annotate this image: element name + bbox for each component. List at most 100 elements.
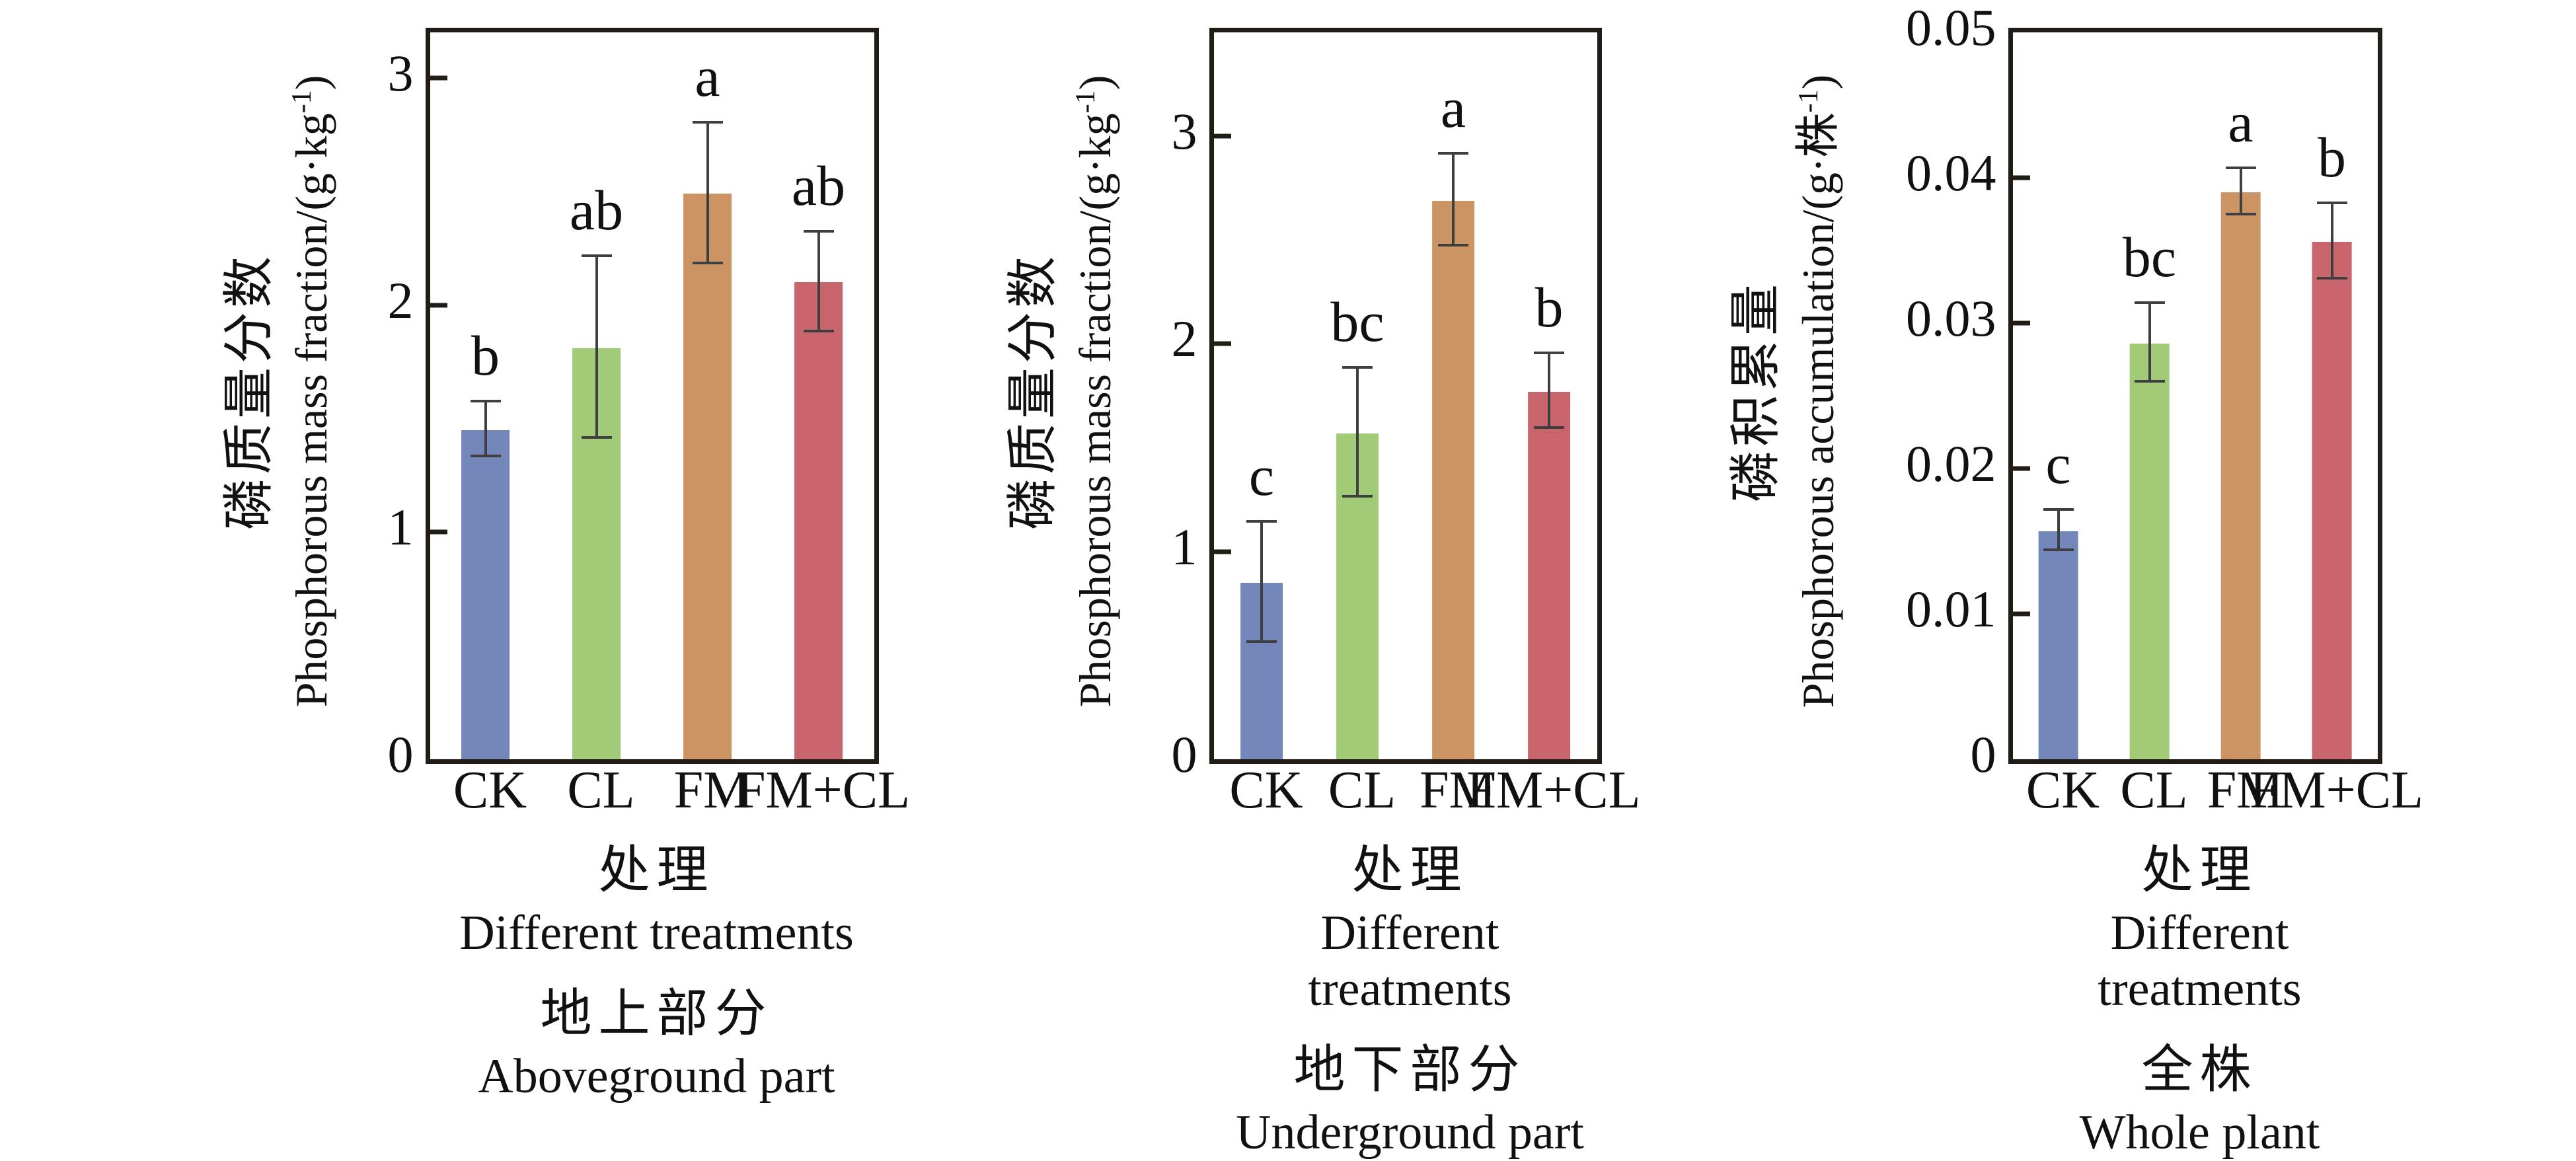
x-axis-tick-labels: CK CL FM FM+CL (435, 761, 910, 822)
error-bar-cap (2134, 380, 2165, 383)
plot-area: c bc a b (1209, 28, 1602, 764)
subplot-caption-en: Whole plant (2079, 1105, 2320, 1160)
y-axis-tick-labels: 0 0.01 0.02 0.03 0.04 0.05 (1866, 2, 2008, 780)
figure-three-bar-charts: 磷质量分数 Phosphorous mass fraction/(g·kg-1)… (194, 1, 2423, 1160)
y-axis-label-block: 磷质量分数 Phosphorous mass fraction/(g·kg-1) (194, 28, 360, 755)
subplot-caption-zh: 地下部分 (1293, 1041, 1527, 1099)
significance-letter: b (2318, 125, 2346, 189)
error-bar-cap (1534, 426, 1564, 430)
x-tick-label: CL (2120, 761, 2188, 819)
y-axis-label-zh: 磷质量分数 (1003, 252, 1061, 531)
bar-CK (461, 430, 510, 759)
subplot-caption-zh: 地上部分 (540, 985, 773, 1043)
y-tick-label: 0.01 (1906, 580, 1996, 638)
error-bar (1260, 522, 1263, 643)
error-bar (817, 232, 820, 332)
superscript-exponent: -1 (285, 90, 317, 114)
y-axis-label-en: Phosphorous mass fraction/(g·kg-1) (285, 75, 336, 708)
error-bar (1548, 354, 1550, 430)
significance-letter: bc (2122, 225, 2177, 289)
error-bar-cap (803, 329, 834, 332)
bar-FM+CL (2312, 241, 2352, 759)
x-tick-label: FM (1420, 761, 1496, 819)
error-bar-cap (1438, 152, 1468, 155)
significance-letter: ab (791, 153, 846, 217)
error-bar (2330, 204, 2333, 280)
y-tick-label: 2 (387, 271, 414, 329)
y-tick-label: 2 (1171, 310, 1197, 368)
x-tick-label: CL (567, 761, 635, 819)
x-axis-label-zh: 处理 (2141, 841, 2258, 899)
significance-letter: c (2045, 431, 2071, 496)
x-axis-tick-labels: CK CL FM FM+CL (1219, 761, 1640, 822)
error-bar-cap (1342, 366, 1373, 369)
below-axis-block: CK CL FM FM+CL 处理 Different treatments 地上部分… (435, 755, 910, 1105)
y-tick-label: 3 (387, 44, 414, 102)
error-bar-cap (581, 254, 612, 258)
significance-letter: a (695, 44, 720, 108)
y-tick-label: 0 (1970, 726, 1996, 783)
y-tick-mark (2012, 175, 2030, 180)
error-bar-cap (2043, 507, 2074, 511)
significance-letter: b (1534, 276, 1564, 340)
significance-letter: bc (1330, 290, 1384, 354)
x-axis-tick-labels: CK CL FM FM+CL (2018, 761, 2423, 822)
y-tick-mark (430, 529, 447, 535)
plot-area: b ab a ab (425, 28, 879, 764)
y-tick-mark (1213, 549, 1231, 554)
error-bar (706, 123, 709, 264)
significance-letter: a (1440, 76, 1466, 140)
y-axis-label-en: Phosphorous accumulation/(g·株-1) (1792, 74, 1843, 708)
bar-FM (2220, 192, 2261, 759)
significance-letter: ab (569, 178, 624, 243)
error-bar-cap (692, 261, 723, 264)
plot-row: 磷质量分数 Phosphorous mass fraction/(g·kg-1)… (978, 28, 1602, 780)
error-bar (2148, 304, 2151, 383)
superscript-exponent: -1 (1069, 90, 1101, 114)
error-bar-cap (470, 454, 501, 457)
y-axis-label-en: Phosphorous mass fraction/(g·kg-1) (1069, 75, 1120, 708)
error-bar-cap (2134, 301, 2165, 305)
error-bar-cap (2316, 201, 2347, 204)
error-bar-cap (1246, 519, 1277, 523)
significance-letter: c (1248, 443, 1275, 507)
x-tick-label: CK (2026, 761, 2100, 819)
bar-CK (2038, 531, 2078, 759)
plot-row: 磷质量分数 Phosphorous mass fraction/(g·kg-1)… (194, 28, 879, 780)
y-tick-mark (2012, 320, 2030, 326)
y-tick-label: 1 (387, 498, 414, 556)
below-axis-block: CK CL FM FM+CL 处理 Different treatments 全株 W… (2018, 755, 2423, 1161)
x-tick-label: FM (673, 761, 751, 819)
y-tick-label: 0.04 (1906, 144, 1996, 202)
bar-CL (2129, 343, 2170, 759)
chart-panel-underground: 磷质量分数 Phosphorous mass fraction/(g·kg-1)… (978, 28, 1640, 1160)
error-bar (2057, 510, 2060, 552)
x-axis-label-en: Different treatments (459, 906, 854, 960)
y-tick-mark (430, 303, 447, 307)
error-bar (595, 257, 598, 439)
subplot-caption-en: Underground part (1236, 1105, 1584, 1160)
error-bar (484, 402, 487, 457)
error-bar-cap (2043, 548, 2074, 552)
y-axis-label-zh: 磷积累量 (1726, 280, 1784, 503)
y-tick-mark (2012, 611, 2030, 617)
y-axis-tick-labels: 0 1 2 3 (1143, 28, 1209, 780)
significance-letter: b (471, 324, 500, 388)
x-tick-label: FM+CL (736, 761, 910, 819)
error-bar (1452, 155, 1455, 246)
bar-FM+CL (1528, 391, 1570, 759)
y-tick-label: 0 (387, 726, 414, 783)
chart-panel-aboveground: 磷质量分数 Phosphorous mass fraction/(g·kg-1)… (194, 28, 910, 1104)
error-bar-cap (1438, 243, 1468, 246)
error-bar-cap (692, 120, 723, 124)
x-axis-label-en: Different treatments (1308, 906, 1512, 1017)
x-tick-label: CL (1328, 761, 1396, 819)
y-tick-mark (1213, 341, 1231, 346)
error-bar (1356, 369, 1359, 498)
subplot-caption-zh: 全株 (2141, 1041, 2258, 1099)
error-bar-cap (803, 229, 834, 233)
x-tick-label: CK (1229, 761, 1303, 819)
y-tick-label: 3 (1171, 102, 1197, 161)
significance-letter: a (2228, 90, 2254, 154)
y-axis-tick-labels: 0 1 2 3 (360, 28, 426, 780)
